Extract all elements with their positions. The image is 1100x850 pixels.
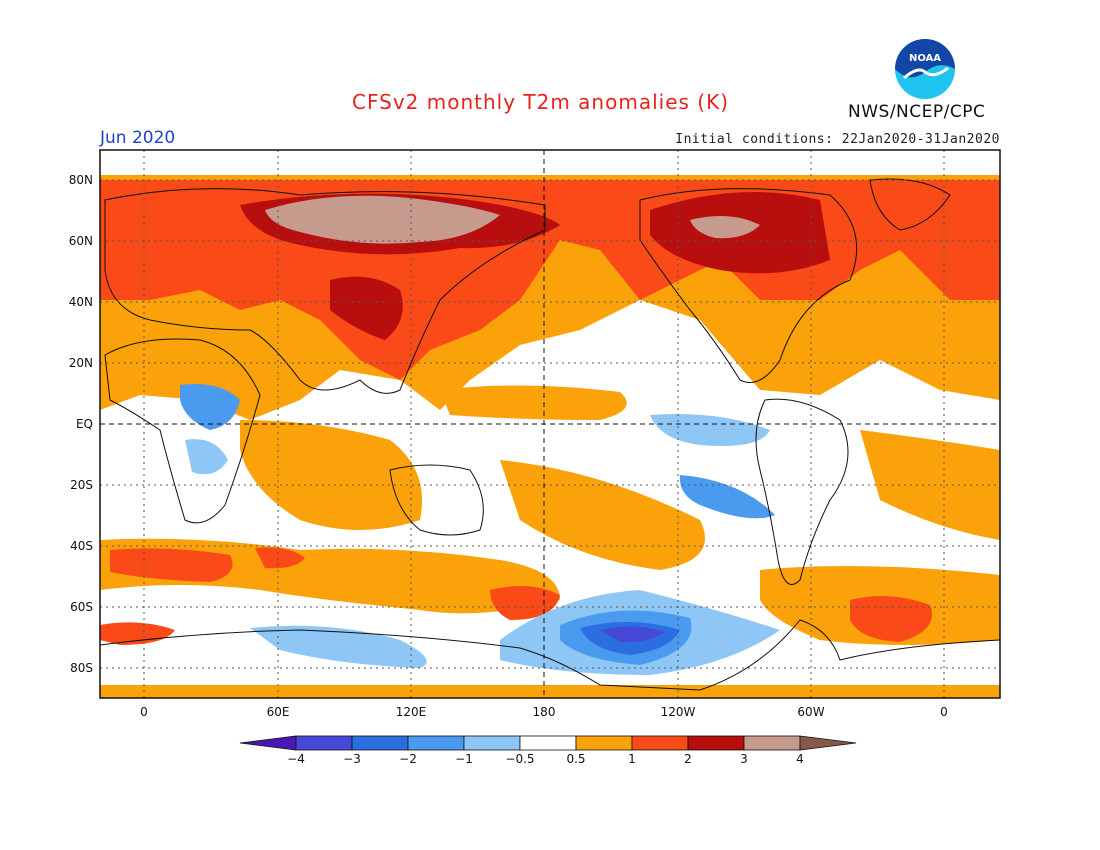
colorbar-tick-label: 3: [740, 752, 748, 766]
logo-text: NOAA: [909, 53, 941, 64]
anomaly-region-40s-red-1: [110, 548, 233, 582]
anomaly-region-canada-brown: [690, 216, 760, 239]
chart-title: CFSv2 monthly T2m anomalies (K): [352, 90, 729, 114]
colorbar-segment: [575, 735, 633, 751]
longitude-label: 180: [533, 705, 556, 719]
latitude-label: 20N: [69, 356, 93, 370]
colorbar-segment: [407, 735, 465, 751]
noaa-logo: NOAA: [895, 39, 955, 99]
greenland-outline: [869, 178, 951, 231]
colorbar-segment: [295, 735, 353, 751]
colorbar-tick-label: −0.5: [505, 752, 534, 766]
eurasia-outline: [104, 188, 546, 394]
forecast-month: Jun 2020: [100, 128, 176, 148]
anomaly-region-pacific-lightblue: [650, 414, 770, 446]
latitude-label: EQ: [76, 417, 93, 431]
africa-outline: [104, 338, 261, 524]
agency-label: NWS/NCEP/CPC: [848, 102, 986, 122]
colorbar-tick-label: 0.5: [566, 752, 585, 766]
latitude-label: 80N: [69, 173, 93, 187]
anomaly-region-40s-red-2: [255, 547, 305, 569]
initial-conditions: Initial conditions: 22Jan2020-31Jan2020: [675, 132, 1000, 147]
south-america-outline: [755, 398, 849, 585]
anomaly-region-ross-sea-purple: [600, 626, 665, 643]
anomaly-region-indian-ocean-orange: [240, 420, 422, 530]
latitude-label: 40N: [69, 295, 93, 309]
colorbar: −4 −3 −2 −1 −0.5 0.5 1 2 3 4: [239, 735, 857, 766]
colorbar-segment: [351, 735, 409, 751]
colorbar-segment: [687, 735, 745, 751]
longitude-label: 60W: [797, 705, 824, 719]
longitude-label: 0: [140, 705, 148, 719]
colorbar-tick-label: −2: [399, 752, 417, 766]
latitude-label: 60N: [69, 234, 93, 248]
latitude-label: 60S: [70, 600, 93, 614]
anomaly-region-70s-red: [100, 622, 175, 645]
colorbar-tick-label: 2: [684, 752, 692, 766]
anomaly-region-antarctic-lightblue: [250, 625, 427, 668]
anomaly-region-south-pacific-orange: [500, 460, 705, 570]
colorbar-tick-label: −3: [343, 752, 361, 766]
colorbar-segment: [519, 735, 577, 751]
latitude-label: 20S: [70, 478, 93, 492]
longitude-label: 120E: [396, 705, 427, 719]
latitude-labels: 80N 60N 40N 20N EQ 20S 40S 60S 80S: [69, 173, 93, 675]
longitude-label: 120W: [661, 705, 696, 719]
australia-outline: [389, 464, 484, 536]
anomaly-region-africa-blue: [180, 384, 240, 430]
map-frame: [99, 149, 1001, 699]
colorbar-segment: [463, 735, 521, 751]
longitude-labels: 0 60E 120E 180 120W 60W 0: [140, 705, 948, 719]
colorbar-tick-label: −4: [287, 752, 305, 766]
latitude-label: 40S: [70, 539, 93, 553]
colorbar-tick-label: 4: [796, 752, 804, 766]
anomaly-region-siberia-brown: [265, 195, 500, 244]
latitude-label: 80S: [70, 661, 93, 675]
colorbar-segment: [631, 735, 689, 751]
longitude-label: 60E: [267, 705, 290, 719]
colorbar-segment: [239, 735, 297, 751]
anomaly-region-africa-blue-2: [185, 439, 228, 475]
anomaly-region-antarctic-orange: [100, 685, 1000, 698]
longitude-label: 0: [940, 705, 948, 719]
anomaly-region-pacific-blue: [679, 475, 775, 519]
anomaly-region-60s-red-1: [490, 586, 560, 620]
anomaly-region-china-darkred: [330, 276, 403, 340]
north-america-outline: [639, 188, 858, 383]
graticule: [100, 150, 1000, 698]
anomaly-region-tropics-orange: [440, 385, 627, 420]
colorbar-tick-label: 1: [628, 752, 636, 766]
colorbar-segment: [743, 735, 801, 751]
colorbar-segment: [799, 735, 857, 751]
colorbar-tick-label: −1: [455, 752, 473, 766]
anomaly-fields: [100, 175, 1000, 698]
